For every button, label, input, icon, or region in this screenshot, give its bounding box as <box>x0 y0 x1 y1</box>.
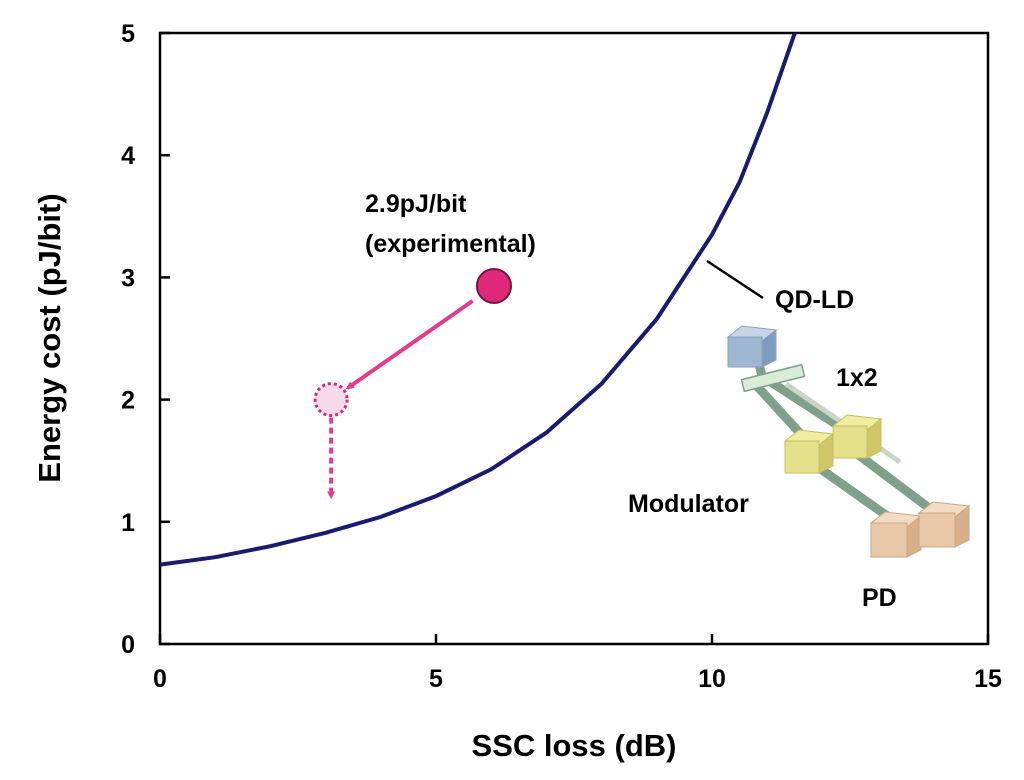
pd-block <box>870 522 908 558</box>
laser-block <box>727 336 763 368</box>
curve-label-leader <box>706 259 764 300</box>
modulator-block <box>818 432 834 474</box>
splitter-1x2 <box>740 363 806 393</box>
laser-block <box>761 328 777 368</box>
x-axis: 0 5 10 15 <box>153 634 1002 693</box>
y-tick-label: 4 <box>121 142 135 170</box>
reduction-arrow <box>345 299 474 390</box>
experimental-point <box>475 267 512 304</box>
y-axis: 0 1 2 3 4 5 <box>121 20 170 659</box>
modulator-label: Modulator <box>628 490 749 518</box>
modulator-block <box>832 425 868 459</box>
x-tick-label: 15 <box>974 665 1002 693</box>
pd-block <box>906 514 922 558</box>
x-tick-label: 10 <box>698 665 726 693</box>
y-tick-label: 1 <box>121 509 135 537</box>
pd-block <box>918 512 956 548</box>
y-tick-label: 2 <box>121 387 135 415</box>
modulator-block <box>866 417 882 459</box>
projected-point <box>313 382 349 418</box>
y-tick-label: 3 <box>121 264 135 292</box>
x-axis-title: SSC loss (dB) <box>472 728 677 763</box>
device-schematic: 1x2 Modulator PD <box>628 325 971 612</box>
plot-frame <box>158 31 990 646</box>
experimental-value-label: 2.9pJ/bit <box>365 190 467 218</box>
splitter-label: 1x2 <box>836 364 878 392</box>
y-tick-label: 0 <box>121 631 135 659</box>
x-tick-label: 5 <box>429 665 443 693</box>
series-line-qd-ld <box>159 32 797 567</box>
experimental-caption: (experimental) <box>365 230 536 258</box>
y-tick-label: 5 <box>121 20 135 48</box>
y-axis-title: Energy cost (pJ/bit) <box>32 193 67 482</box>
x-tick-label: 0 <box>153 665 167 693</box>
pd-label: PD <box>862 584 897 612</box>
curve-label: QD-LD <box>775 286 854 314</box>
pd-block <box>954 504 970 548</box>
modulator-block <box>784 440 820 474</box>
